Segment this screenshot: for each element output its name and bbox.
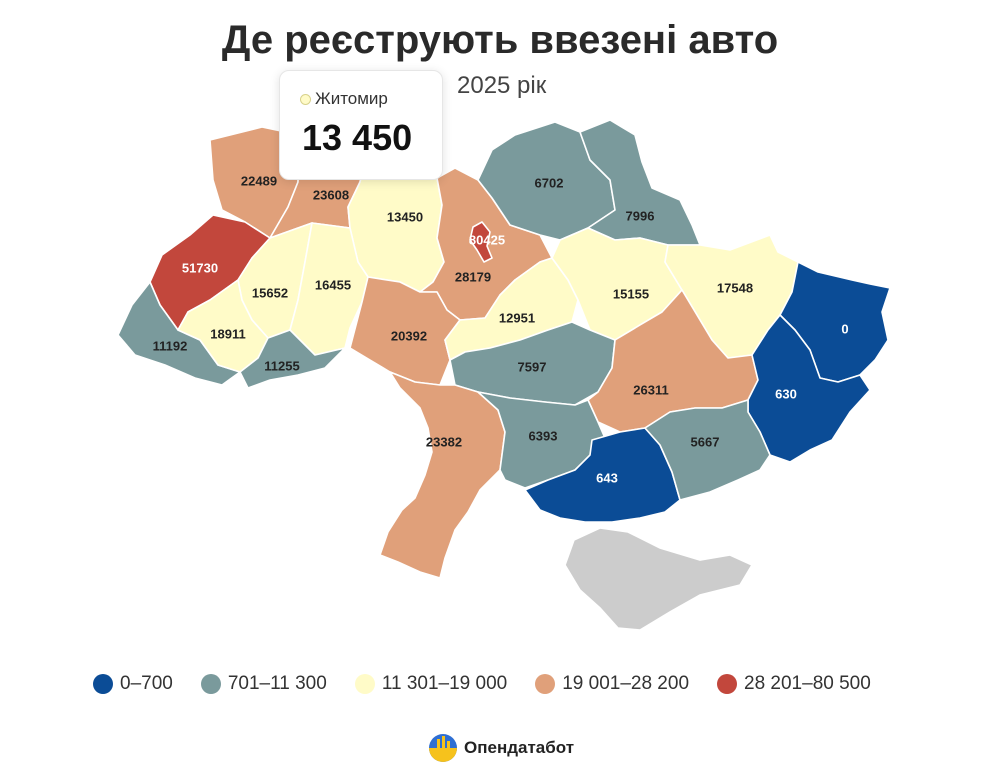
legend-item[interactable]: 701–11 300: [200, 673, 327, 695]
region-value-label: 6702: [535, 175, 564, 190]
chart-subtitle: 2025 рік: [457, 72, 547, 99]
tooltip-legend-dot-icon: [300, 94, 311, 105]
brand-name: Опендатабот: [464, 738, 575, 757]
legend-item[interactable]: 28 201–80 500: [717, 673, 871, 695]
region-zaporizhzhia[interactable]: [644, 399, 771, 501]
region-value-label: 0: [841, 321, 848, 336]
legend-swatch: [354, 674, 375, 694]
legend-swatch: [93, 674, 113, 694]
region-value-label: 12951: [499, 310, 535, 325]
legend-label: 701–11 300: [227, 673, 327, 694]
region-tooltip: Житомир 13 450: [279, 70, 443, 180]
legend-swatch: [200, 674, 221, 694]
region-donetsk[interactable]: [747, 314, 871, 463]
region-value-label: 23608: [313, 187, 349, 202]
region-value-label: 23382: [426, 434, 462, 449]
region-kyiv-city[interactable]: [469, 221, 493, 263]
region-value-label: 20392: [391, 328, 427, 343]
region-value-label: 643: [596, 470, 618, 485]
region-value-label: 15155: [613, 286, 649, 301]
region-value-label: 6393: [529, 428, 558, 443]
legend-swatch: [717, 674, 738, 694]
legend-item[interactable]: 11 301–19 000: [354, 673, 508, 695]
region-value-label: 18911: [210, 326, 245, 341]
tooltip-region-value: 13 450: [302, 117, 413, 158]
region-value-label: 5667: [691, 434, 720, 449]
opendatabot-logo-icon: [429, 734, 457, 762]
chart-title: Де реєструють ввезені авто: [221, 18, 779, 62]
region-value-label: 11192: [153, 338, 188, 353]
legend-item[interactable]: 0–700: [93, 673, 173, 695]
legend-label: 19 001–28 200: [562, 673, 690, 694]
crimea-region: [564, 527, 754, 631]
region-value-label: 80425: [469, 232, 505, 247]
region-value-label: 16455: [315, 277, 351, 292]
legend-swatch: [535, 674, 556, 694]
region-value-label: 17548: [717, 280, 753, 295]
legend-label: 0–700: [120, 673, 173, 694]
region-value-label: 7996: [626, 208, 655, 223]
tooltip-region-name: Житомир: [315, 89, 388, 108]
region-value-label: 15652: [252, 285, 288, 300]
brand-logo[interactable]: Опендатабот: [428, 733, 574, 763]
legend-label: 28 201–80 500: [744, 673, 871, 694]
region-value-label: 28179: [455, 269, 491, 284]
region-value-label: 11255: [264, 358, 299, 373]
legend-item[interactable]: 19 001–28 200: [535, 673, 689, 695]
region-value-label: 51730: [182, 260, 218, 275]
region-ivano-frankivsk[interactable]: [177, 279, 269, 373]
region-odesa[interactable]: [379, 371, 506, 579]
region-value-label: 26311: [633, 382, 668, 397]
region-value-label: 7597: [518, 359, 547, 374]
color-legend: 0–700 701–11 300 11 301–19 000 19 001–28…: [93, 672, 899, 696]
legend-label: 11 301–19 000: [381, 673, 508, 694]
region-value-label: 22489: [241, 173, 277, 188]
region-chernivtsi[interactable]: [239, 329, 346, 389]
region-value-label: 13450: [387, 209, 423, 224]
region-khmelnytskyi[interactable]: [289, 222, 369, 356]
region-value-label: 630: [775, 386, 797, 401]
